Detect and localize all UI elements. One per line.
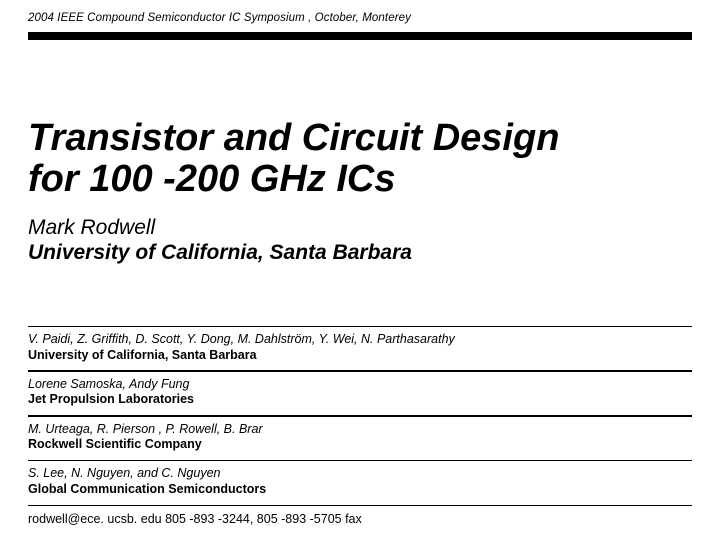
author-block: M. Urteaga, R. Pierson , P. Rowell, B. B…: [28, 422, 692, 453]
title-line-1: Transistor and Circuit Design: [28, 118, 692, 159]
thin-rule: [28, 326, 692, 328]
author-affiliation: Global Communication Semiconductors: [28, 482, 692, 498]
author-block: V. Paidi, Z. Griffith, D. Scott, Y. Dong…: [28, 332, 692, 363]
thin-rule: [28, 505, 692, 507]
title-line-2: for 100 -200 GHz ICs: [28, 159, 692, 200]
thin-rule: [28, 370, 692, 372]
presenter-block: Mark Rodwell University of California, S…: [28, 216, 692, 266]
contact-line: rodwell@ece. ucsb. edu 805 -893 -3244, 8…: [28, 512, 692, 526]
thin-rule: [28, 460, 692, 462]
slide-page: 2004 IEEE Compound Semiconductor IC Symp…: [0, 0, 720, 540]
author-block: Lorene Samoska, Andy Fung Jet Propulsion…: [28, 377, 692, 408]
slide-title: Transistor and Circuit Design for 100 -2…: [28, 118, 692, 200]
author-block: S. Lee, N. Nguyen, and C. Nguyen Global …: [28, 466, 692, 497]
author-names: V. Paidi, Z. Griffith, D. Scott, Y. Dong…: [28, 332, 692, 348]
thick-rule: [28, 32, 692, 40]
author-affiliation: Rockwell Scientific Company: [28, 437, 692, 453]
author-affiliation: University of California, Santa Barbara: [28, 348, 692, 364]
presenter-name: Mark Rodwell: [28, 216, 692, 241]
author-names: M. Urteaga, R. Pierson , P. Rowell, B. B…: [28, 422, 692, 438]
author-names: Lorene Samoska, Andy Fung: [28, 377, 692, 393]
thin-rule: [28, 415, 692, 417]
presenter-affiliation: University of California, Santa Barbara: [28, 241, 692, 266]
author-names: S. Lee, N. Nguyen, and C. Nguyen: [28, 466, 692, 482]
conference-header: 2004 IEEE Compound Semiconductor IC Symp…: [28, 12, 692, 24]
author-affiliation: Jet Propulsion Laboratories: [28, 392, 692, 408]
